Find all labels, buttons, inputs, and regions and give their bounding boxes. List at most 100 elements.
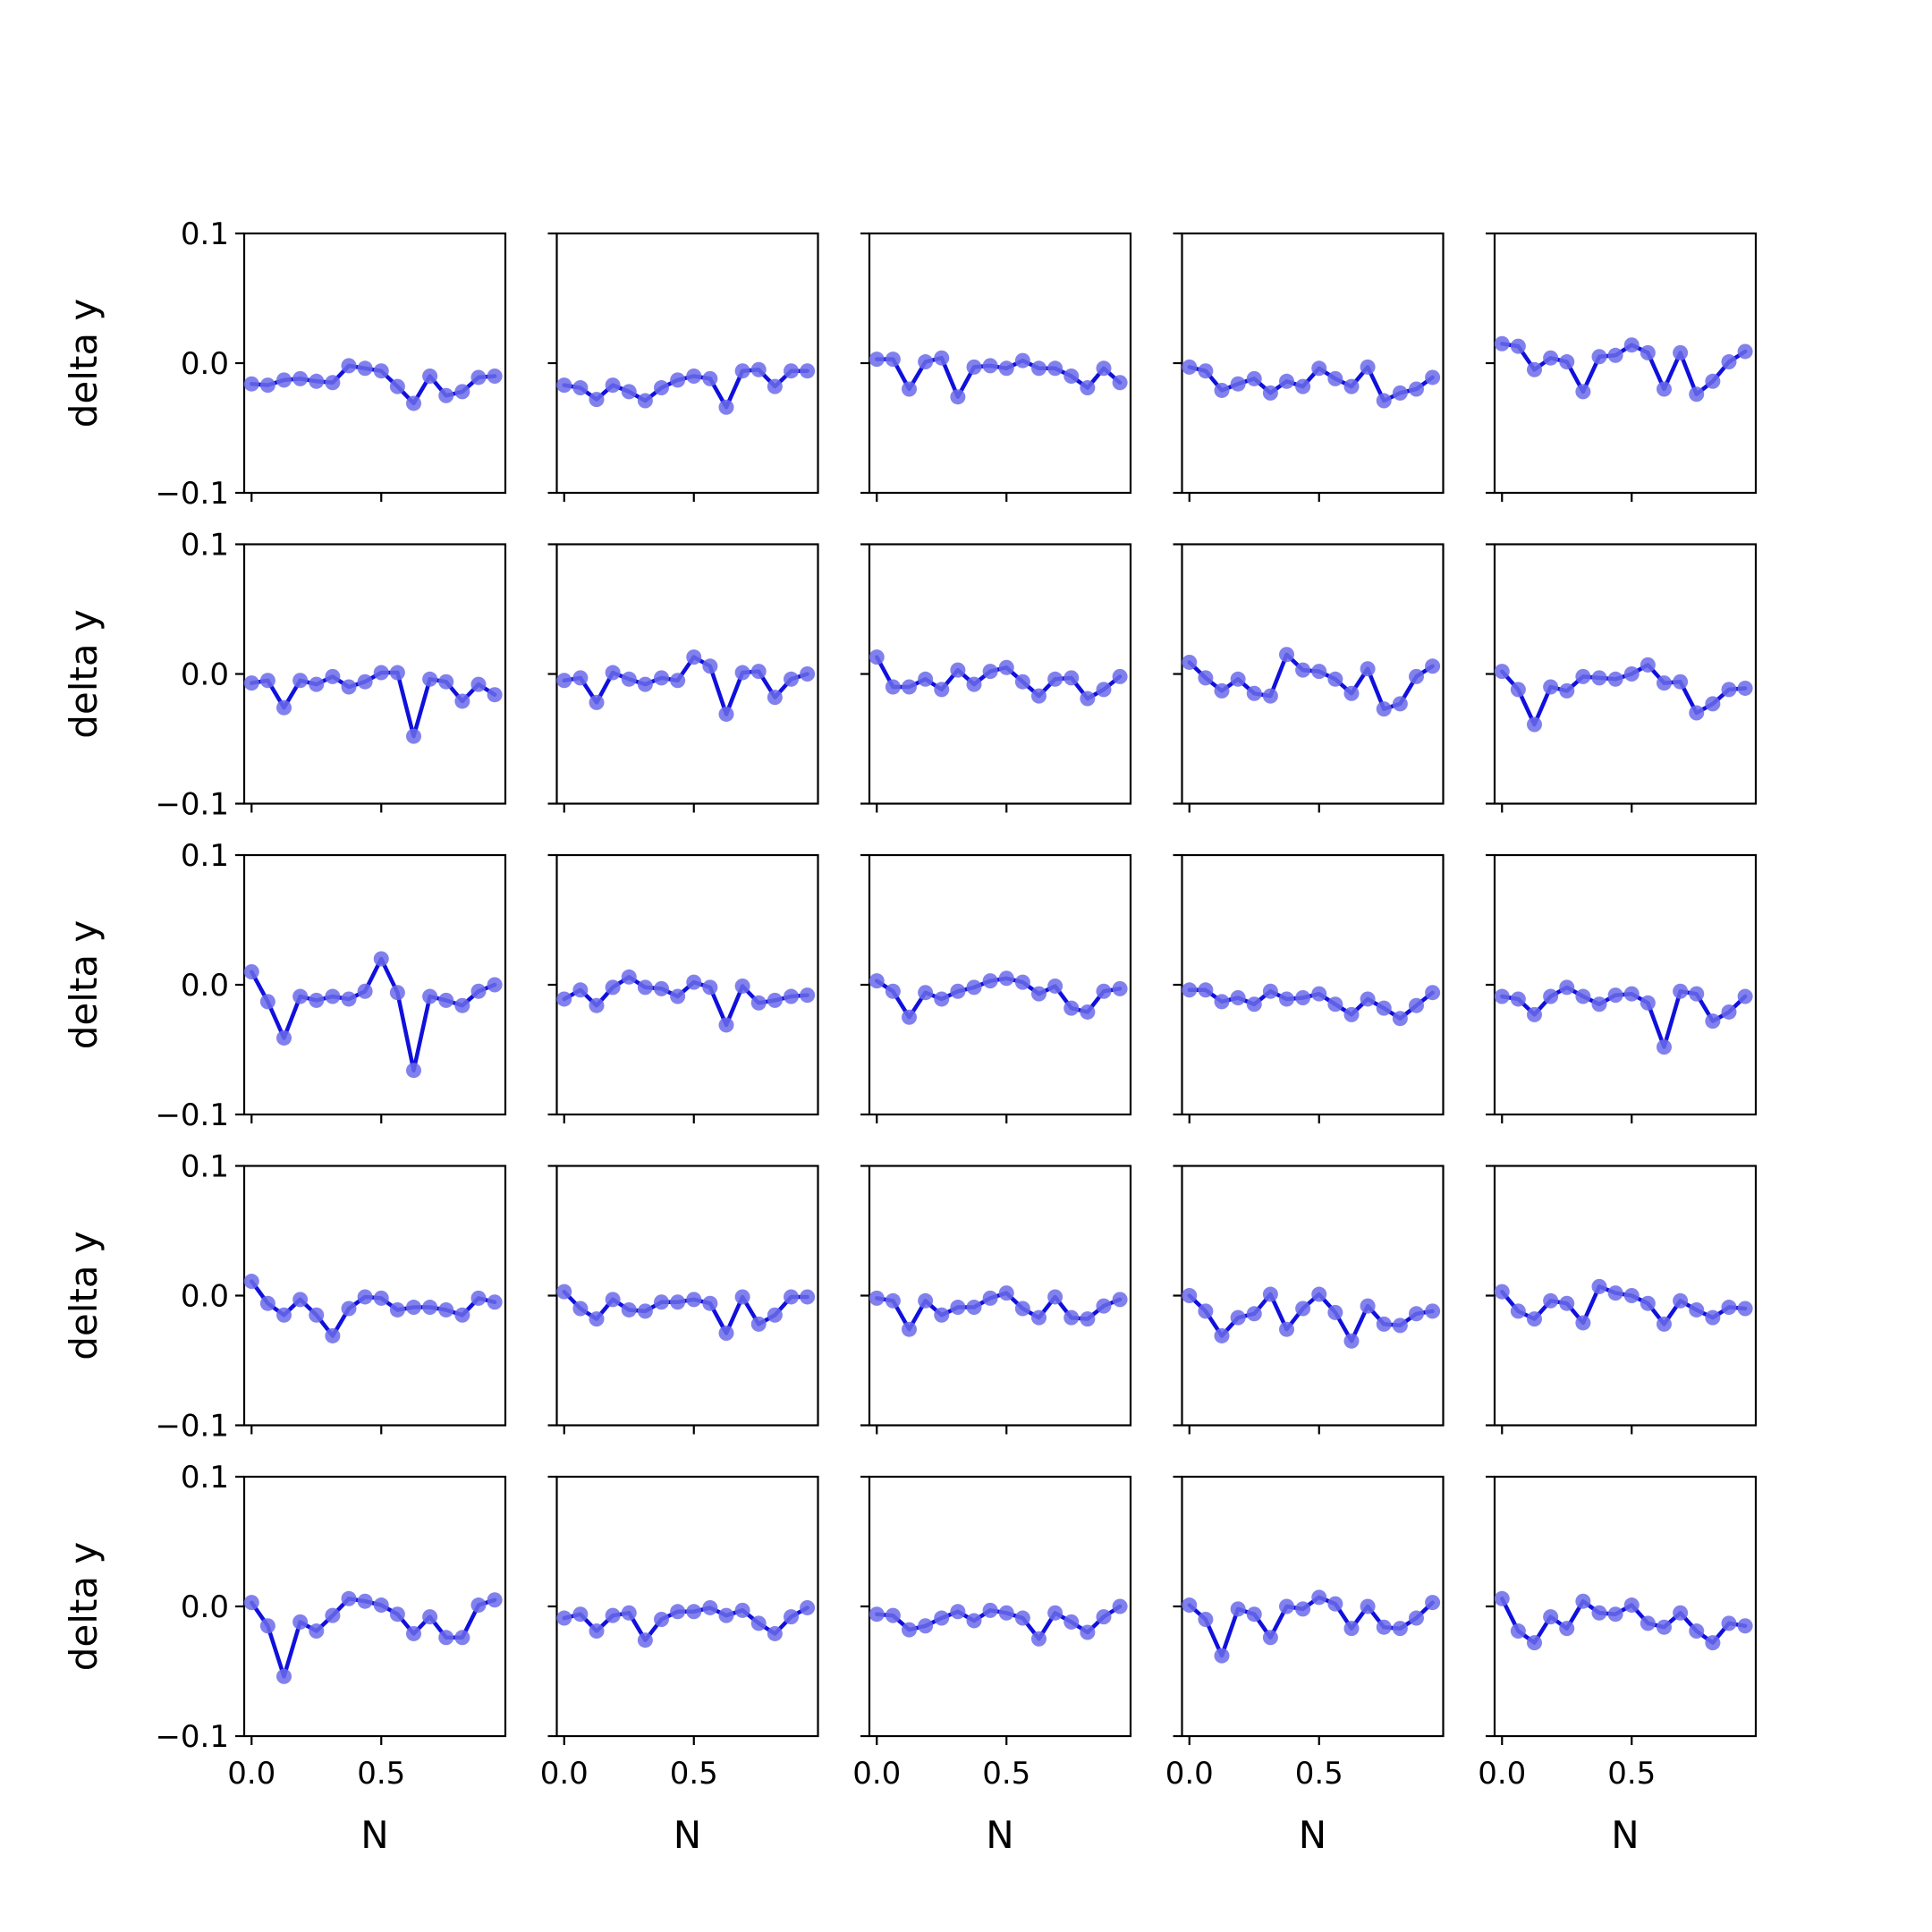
data-point bbox=[1246, 1606, 1262, 1623]
data-point bbox=[718, 399, 734, 415]
y-tick-label: −0.1 bbox=[155, 787, 229, 823]
data-point bbox=[556, 1610, 572, 1626]
subplot-r5-c4: 0.0 0.5 N bbox=[1165, 1475, 1445, 1857]
data-point bbox=[1343, 378, 1360, 394]
data-point bbox=[998, 1285, 1014, 1301]
subplot-r2-c1: −0.1 0.0 0.1 delta y bbox=[62, 528, 507, 823]
data-point bbox=[966, 1613, 982, 1629]
data-point bbox=[902, 1009, 918, 1025]
data-point bbox=[934, 991, 950, 1007]
data-point bbox=[1689, 705, 1705, 721]
axes-frame bbox=[868, 543, 1132, 805]
data-point bbox=[1230, 990, 1246, 1005]
data-point bbox=[487, 687, 503, 703]
data-point bbox=[470, 983, 487, 999]
data-point bbox=[1327, 1304, 1343, 1320]
data-point bbox=[589, 392, 605, 408]
data-point bbox=[966, 1300, 982, 1316]
data-point bbox=[1198, 363, 1214, 379]
data-point bbox=[902, 1321, 918, 1337]
data-point bbox=[1198, 1612, 1214, 1627]
data-point bbox=[918, 671, 934, 687]
series-line bbox=[250, 670, 497, 739]
axes-frame bbox=[242, 232, 507, 495]
data-point bbox=[389, 985, 405, 1001]
subplot-r1-c2 bbox=[547, 232, 819, 502]
data-point bbox=[357, 674, 373, 690]
data-point bbox=[670, 988, 686, 1004]
data-point bbox=[556, 673, 572, 689]
data-point bbox=[1230, 671, 1246, 687]
data-point bbox=[1510, 1623, 1526, 1640]
series-line bbox=[1187, 652, 1435, 711]
series-line bbox=[875, 1604, 1123, 1641]
data-point bbox=[341, 358, 357, 374]
data-point bbox=[1591, 996, 1607, 1013]
data-point bbox=[1112, 980, 1128, 996]
data-point bbox=[982, 1602, 998, 1618]
data-point bbox=[422, 369, 438, 384]
data-point bbox=[670, 1604, 686, 1620]
data-point bbox=[783, 1609, 799, 1625]
data-point bbox=[341, 1590, 357, 1606]
data-point bbox=[734, 363, 750, 379]
data-point bbox=[405, 1625, 421, 1641]
data-point bbox=[1343, 685, 1360, 701]
data-point bbox=[1063, 670, 1080, 686]
data-point bbox=[1575, 384, 1591, 400]
data-point bbox=[438, 1630, 454, 1646]
data-point bbox=[1543, 679, 1559, 695]
y-tick-label: −0.1 bbox=[155, 1719, 229, 1755]
data-point bbox=[589, 1311, 605, 1327]
data-point bbox=[1230, 1309, 1246, 1326]
y-tick-label: −0.1 bbox=[155, 1097, 229, 1133]
subplot-r1-c1: −0.1 0.0 0.1 delta y bbox=[62, 216, 507, 512]
data-point bbox=[800, 363, 816, 379]
data-point bbox=[718, 1017, 734, 1033]
data-point bbox=[918, 985, 934, 1001]
data-point bbox=[686, 649, 702, 665]
data-point bbox=[292, 370, 309, 386]
data-point bbox=[783, 988, 799, 1004]
data-point bbox=[654, 980, 670, 996]
data-point bbox=[276, 372, 292, 388]
data-point bbox=[1607, 671, 1623, 687]
data-point bbox=[934, 682, 950, 698]
data-point bbox=[1080, 1004, 1096, 1020]
subplot-r4-c2 bbox=[547, 1165, 819, 1435]
data-point bbox=[1214, 994, 1230, 1010]
data-point bbox=[357, 1289, 373, 1305]
data-point bbox=[1014, 352, 1030, 369]
subplot-r1-c3 bbox=[860, 232, 1132, 502]
data-point bbox=[750, 995, 767, 1011]
subplot-r1-c4 bbox=[1173, 232, 1445, 502]
data-point bbox=[438, 387, 454, 403]
data-point bbox=[918, 1292, 934, 1309]
series-line bbox=[250, 956, 497, 1072]
series-line bbox=[875, 655, 1123, 701]
series-line bbox=[1500, 663, 1748, 727]
data-point bbox=[1575, 1593, 1591, 1609]
data-point bbox=[1591, 1278, 1607, 1294]
data-point bbox=[1656, 381, 1672, 397]
x-tick-label: 0.5 bbox=[670, 1756, 718, 1792]
data-point bbox=[1543, 350, 1559, 366]
data-point bbox=[405, 1300, 421, 1316]
data-point bbox=[950, 389, 966, 405]
data-point bbox=[373, 951, 389, 967]
data-point bbox=[487, 369, 503, 384]
x-tick-label: 0.0 bbox=[1165, 1756, 1214, 1792]
data-point bbox=[470, 1597, 487, 1614]
series-line bbox=[562, 655, 809, 716]
data-point bbox=[1559, 682, 1575, 699]
data-point bbox=[276, 1307, 292, 1323]
data-point bbox=[373, 665, 389, 681]
subplot-r3-c4 bbox=[1173, 853, 1445, 1123]
data-point bbox=[1408, 1306, 1424, 1322]
data-point bbox=[1510, 991, 1526, 1007]
data-point bbox=[309, 992, 325, 1008]
subplot-r5-c2: 0.0 0.5 N bbox=[540, 1475, 819, 1857]
data-point bbox=[1623, 666, 1640, 682]
data-point bbox=[950, 1604, 966, 1620]
